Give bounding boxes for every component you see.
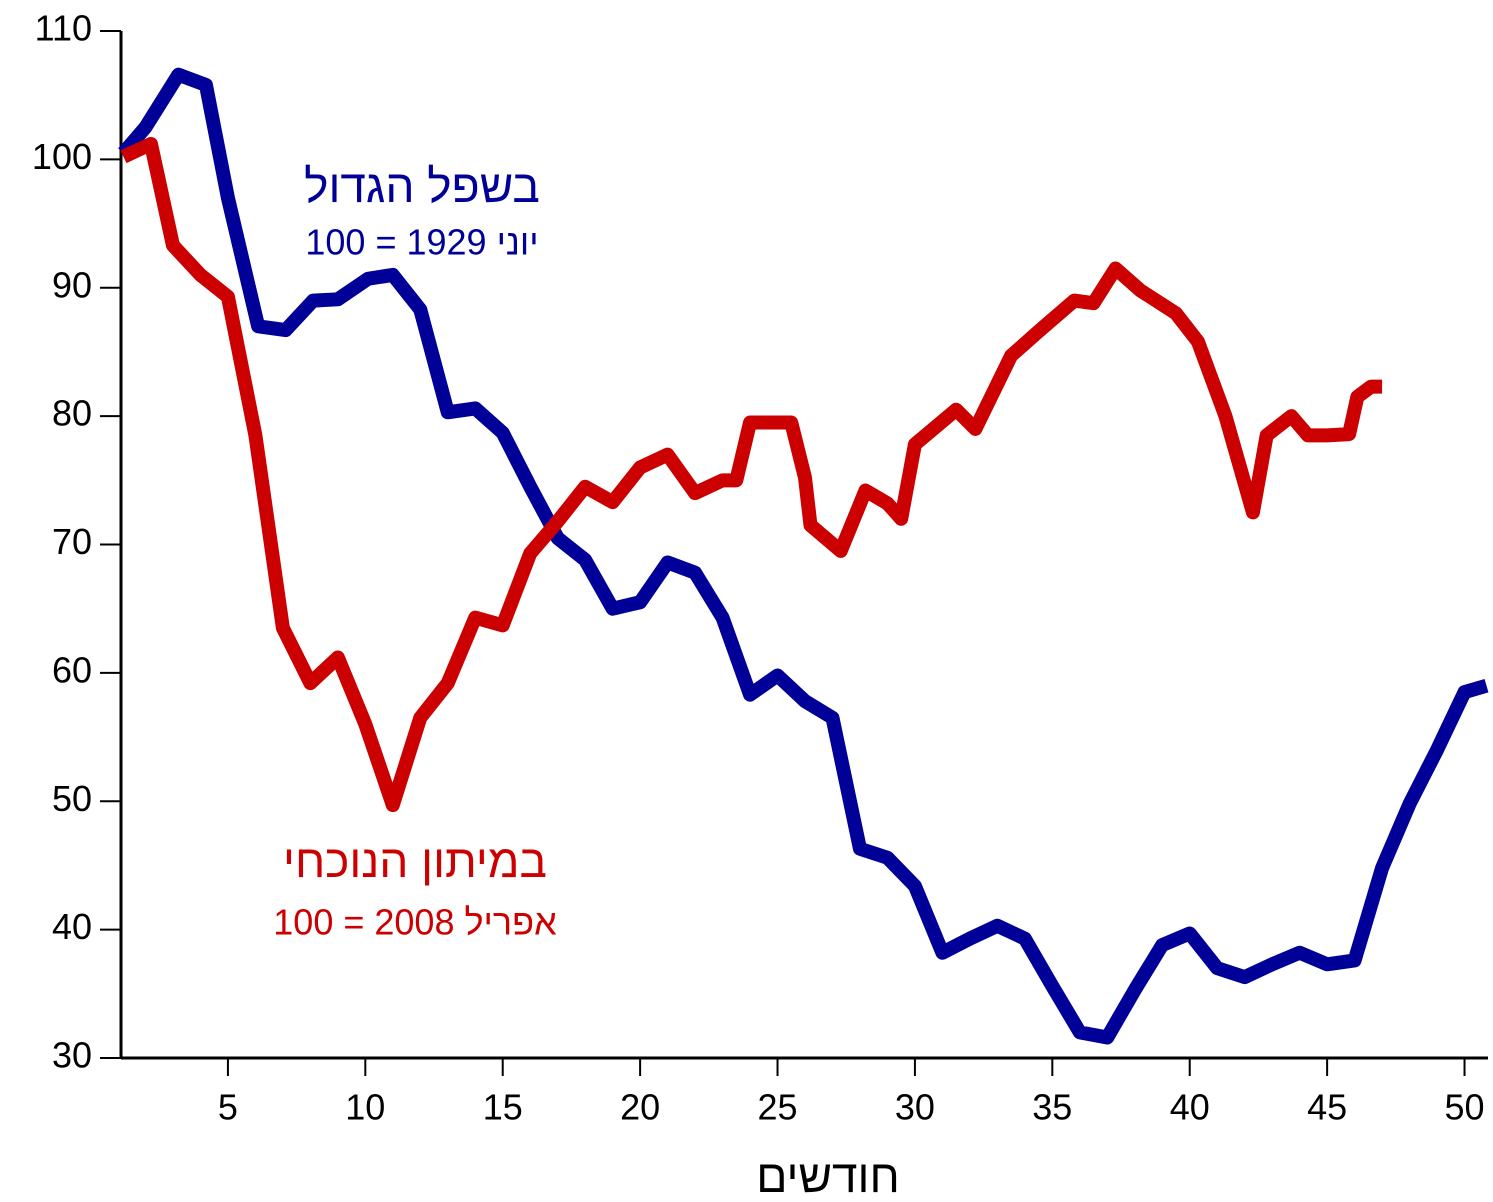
x-tick-label: 45	[1307, 1087, 1347, 1128]
y-tick-label: 110	[35, 8, 92, 49]
y-tick-label: 40	[52, 906, 92, 947]
x-tick-label: 35	[1032, 1087, 1072, 1128]
y-tick-label: 90	[52, 264, 92, 305]
y-tick-label: 60	[52, 649, 92, 690]
x-tick-label: 50	[1444, 1087, 1484, 1128]
y-tick-label: 30	[52, 1035, 92, 1076]
x-tick-label: 40	[1170, 1087, 1210, 1128]
y-tick-label: 50	[52, 778, 92, 819]
legend-label: במיתון הנוכחי	[283, 835, 547, 887]
x-tick-label: 30	[895, 1087, 935, 1128]
x-tick-label: 15	[483, 1087, 523, 1128]
x-tick-label: 10	[345, 1087, 385, 1128]
legend-note: אפריל 2008 = 100	[273, 902, 557, 943]
x-tick-label: 25	[757, 1087, 797, 1128]
y-tick-label: 80	[52, 393, 92, 434]
x-tick-label: 5	[218, 1087, 238, 1128]
legend-label: בשפל הגדול	[304, 160, 540, 212]
legend-note: יוני 1929 = 100	[305, 222, 538, 263]
series-line	[118, 67, 1489, 1045]
y-tick-label: 70	[52, 521, 92, 562]
x-tick-label: 20	[620, 1087, 660, 1128]
x-axis-label: חודשים	[756, 1150, 900, 1202]
y-tick-label: 100	[32, 136, 92, 177]
series-line	[120, 136, 1383, 813]
